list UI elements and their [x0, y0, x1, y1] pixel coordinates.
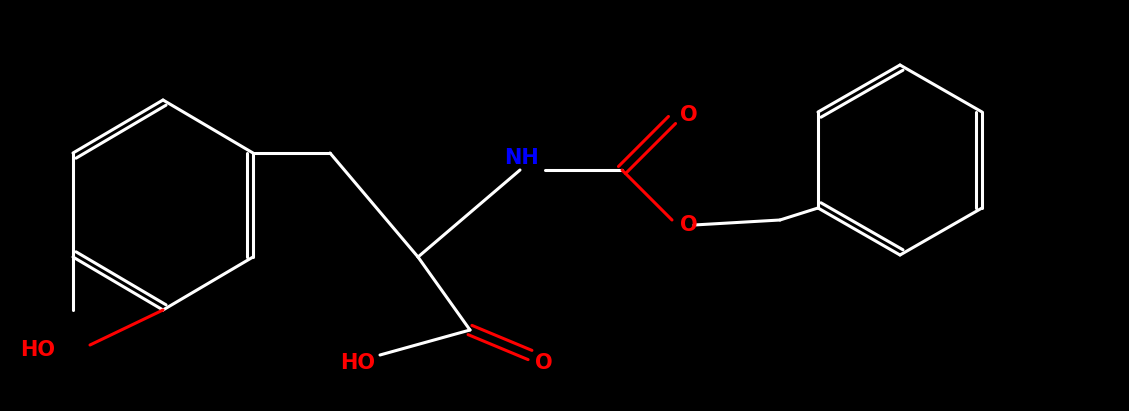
- Text: HO: HO: [20, 340, 55, 360]
- Text: O: O: [535, 353, 552, 373]
- Text: O: O: [680, 105, 698, 125]
- Text: HO: HO: [340, 353, 375, 373]
- Text: NH: NH: [505, 148, 540, 168]
- Text: O: O: [680, 215, 698, 235]
